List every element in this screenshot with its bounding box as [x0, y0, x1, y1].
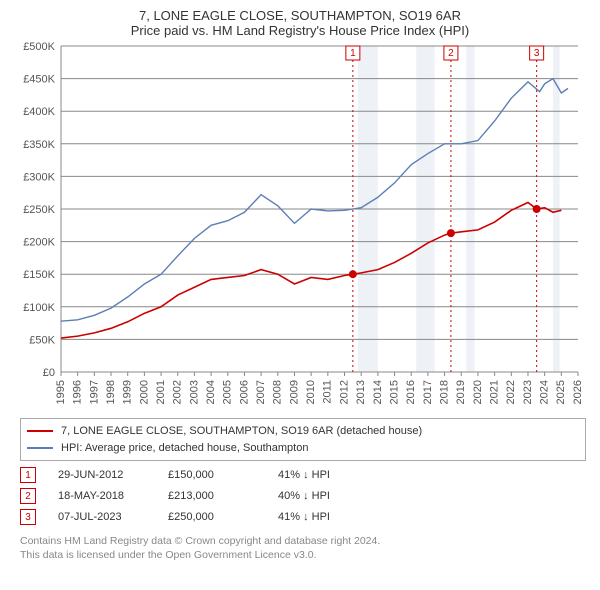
- marker-price: £150,000: [168, 465, 278, 486]
- svg-text:2012: 2012: [338, 380, 350, 404]
- svg-text:2022: 2022: [505, 380, 517, 404]
- sale-marker-row: 1 29-JUN-2012 £150,000 41% ↓ HPI: [20, 465, 586, 486]
- svg-text:2003: 2003: [188, 380, 200, 404]
- legend-label: 7, LONE EAGLE CLOSE, SOUTHAMPTON, SO19 6…: [61, 423, 422, 440]
- svg-text:2018: 2018: [438, 380, 450, 404]
- marker-price: £250,000: [168, 507, 278, 528]
- svg-text:2024: 2024: [538, 380, 550, 404]
- marker-badge-icon: 1: [20, 467, 36, 483]
- svg-text:2008: 2008: [271, 380, 283, 404]
- svg-text:2010: 2010: [305, 380, 317, 404]
- svg-text:2021: 2021: [488, 380, 500, 404]
- svg-text:1997: 1997: [88, 380, 100, 404]
- sale-marker-row: 3 07-JUL-2023 £250,000 41% ↓ HPI: [20, 507, 586, 528]
- footer: Contains HM Land Registry data © Crown c…: [20, 534, 586, 562]
- svg-text:2023: 2023: [521, 380, 533, 404]
- svg-text:1999: 1999: [121, 380, 133, 404]
- svg-text:1996: 1996: [71, 380, 83, 404]
- svg-text:2020: 2020: [471, 380, 483, 404]
- svg-text:£50K: £50K: [29, 334, 55, 346]
- down-arrow-icon: ↓: [303, 511, 309, 523]
- svg-text:2015: 2015: [388, 380, 400, 404]
- svg-text:£500K: £500K: [23, 41, 55, 53]
- svg-text:2000: 2000: [138, 380, 150, 404]
- svg-text:2014: 2014: [371, 380, 383, 404]
- svg-text:£200K: £200K: [23, 237, 55, 249]
- chart-title-line1: 7, LONE EAGLE CLOSE, SOUTHAMPTON, SO19 6…: [12, 8, 588, 23]
- svg-text:2: 2: [448, 48, 454, 59]
- svg-text:1995: 1995: [54, 380, 66, 404]
- footer-line1: Contains HM Land Registry data © Crown c…: [20, 534, 586, 548]
- marker-pct: 41% ↓ HPI: [278, 507, 398, 528]
- svg-text:2004: 2004: [205, 380, 217, 404]
- svg-text:£450K: £450K: [23, 74, 55, 86]
- svg-text:2026: 2026: [571, 380, 583, 404]
- svg-text:2013: 2013: [355, 380, 367, 404]
- marker-date: 18-MAY-2018: [58, 486, 168, 507]
- svg-text:1: 1: [350, 48, 356, 59]
- legend: 7, LONE EAGLE CLOSE, SOUTHAMPTON, SO19 6…: [20, 418, 586, 461]
- legend-item: HPI: Average price, detached house, Sout…: [27, 440, 579, 457]
- marker-pct: 41% ↓ HPI: [278, 465, 398, 486]
- legend-item: 7, LONE EAGLE CLOSE, SOUTHAMPTON, SO19 6…: [27, 423, 579, 440]
- marker-pct: 40% ↓ HPI: [278, 486, 398, 507]
- svg-text:2009: 2009: [288, 380, 300, 404]
- svg-text:2006: 2006: [238, 380, 250, 404]
- svg-text:2002: 2002: [171, 380, 183, 404]
- svg-text:2007: 2007: [255, 380, 267, 404]
- marker-badge-icon: 3: [20, 509, 36, 525]
- marker-date: 07-JUL-2023: [58, 507, 168, 528]
- marker-date: 29-JUN-2012: [58, 465, 168, 486]
- svg-text:£0: £0: [42, 367, 54, 379]
- down-arrow-icon: ↓: [303, 490, 309, 502]
- svg-text:2001: 2001: [154, 380, 166, 404]
- sale-marker-table: 1 29-JUN-2012 £150,000 41% ↓ HPI 2 18-MA…: [20, 465, 586, 528]
- svg-text:3: 3: [533, 48, 539, 59]
- legend-swatch: [27, 430, 53, 432]
- down-arrow-icon: ↓: [303, 469, 309, 481]
- svg-text:£250K: £250K: [23, 204, 55, 216]
- svg-text:1998: 1998: [104, 380, 116, 404]
- svg-text:2016: 2016: [405, 380, 417, 404]
- svg-text:2011: 2011: [321, 380, 333, 404]
- svg-text:2017: 2017: [421, 380, 433, 404]
- svg-text:£150K: £150K: [23, 269, 55, 281]
- footer-line2: This data is licensed under the Open Gov…: [20, 548, 586, 562]
- svg-text:£300K: £300K: [23, 171, 55, 183]
- sale-marker-row: 2 18-MAY-2018 £213,000 40% ↓ HPI: [20, 486, 586, 507]
- marker-price: £213,000: [168, 486, 278, 507]
- legend-label: HPI: Average price, detached house, Sout…: [61, 440, 308, 457]
- marker-badge-icon: 2: [20, 488, 36, 504]
- legend-swatch: [27, 447, 53, 449]
- chart-svg: £0 £50K £100K £150K £200K £250K £300K £350K £400…: [13, 40, 588, 412]
- svg-text:£350K: £350K: [23, 139, 55, 151]
- svg-text:2025: 2025: [555, 380, 567, 404]
- svg-text:£400K: £400K: [23, 106, 55, 118]
- chart-title-line2: Price paid vs. HM Land Registry's House …: [12, 23, 588, 38]
- chart: £0 £50K £100K £150K £200K £250K £300K £350K £400…: [13, 40, 588, 412]
- svg-text:2005: 2005: [221, 380, 233, 404]
- svg-text:2019: 2019: [455, 380, 467, 404]
- svg-text:£100K: £100K: [23, 302, 55, 314]
